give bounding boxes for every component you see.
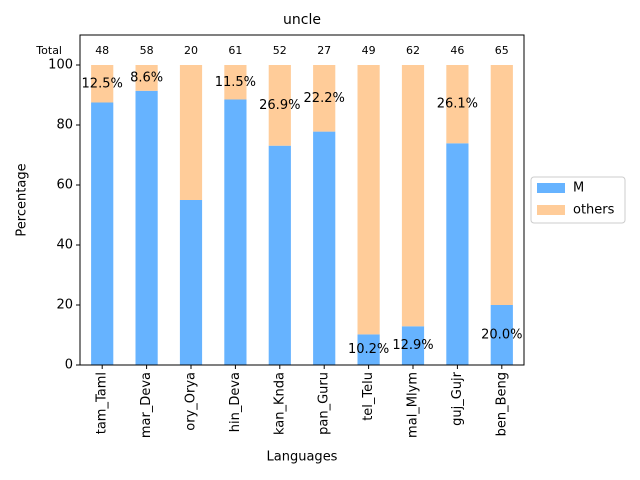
bar-segment [179, 65, 203, 200]
totals-label: Total [35, 44, 62, 57]
y-tick-label: 20 [56, 298, 73, 313]
x-axis-label: Languages [267, 450, 338, 465]
y-tick-label: 60 [56, 178, 73, 193]
x-tick-label: tam_Taml [95, 372, 110, 434]
x-tick-label: mal_Mlym [406, 372, 421, 438]
plot-frame [79, 34, 525, 366]
bar-segment [91, 65, 114, 103]
total-label: 49 [362, 44, 376, 57]
chart-title: uncle [283, 12, 321, 28]
bar-segment [490, 65, 513, 305]
total-label: 20 [184, 44, 198, 57]
x-tick-label: kan_Knda [272, 372, 287, 435]
bar-segment [401, 65, 425, 327]
legend-label: others [573, 203, 615, 218]
legend-label: M [573, 181, 584, 196]
y-axis-label: Percentage [15, 163, 30, 236]
x-tick-label: guj_Gujr [450, 371, 465, 426]
bar-segment [179, 200, 203, 365]
bar-segment [401, 326, 425, 365]
total-label: 48 [95, 44, 109, 57]
total-label: 58 [140, 44, 154, 57]
bar-segment [313, 131, 336, 365]
total-label: 62 [406, 44, 420, 57]
value-label: 11.5% [215, 75, 256, 90]
bar-segment [357, 334, 380, 365]
x-tick-label: tel_Telu [361, 372, 376, 421]
bar-segment [357, 65, 380, 335]
total-label: 65 [495, 44, 509, 57]
total-label: 52 [273, 44, 287, 57]
value-label: 12.5% [82, 76, 123, 91]
bar-segment [224, 99, 247, 365]
bar-segment [490, 305, 513, 365]
value-label: 12.9% [392, 338, 433, 353]
value-label: 20.0% [481, 328, 522, 343]
total-label: 27 [317, 44, 331, 57]
bar-segment [135, 65, 158, 91]
bar-segment [268, 65, 291, 146]
bar-segment [91, 102, 114, 365]
legend-swatch [537, 205, 565, 215]
y-tick-label: 100 [48, 58, 73, 73]
value-label: 26.9% [259, 98, 300, 113]
bar-segment [446, 143, 469, 365]
bar-segment [313, 65, 336, 132]
value-label: 10.2% [348, 342, 389, 357]
y-tick-label: 40 [56, 238, 73, 253]
bar-segment [446, 65, 469, 144]
value-label: 22.2% [304, 91, 345, 106]
x-tick-label: pan_Guru [317, 372, 332, 435]
total-label: 46 [450, 44, 464, 57]
value-label: 8.6% [130, 70, 163, 85]
legend-swatch [537, 183, 565, 193]
total-label: 61 [228, 44, 242, 57]
bar-segment [135, 90, 158, 366]
y-tick-label: 0 [65, 358, 73, 373]
x-tick-label: hin_Deva [228, 372, 243, 432]
x-tick-label: ory_Orya [184, 372, 199, 431]
bar-segment [224, 65, 247, 100]
x-tick-label: ben_Beng [494, 372, 509, 436]
value-label: 26.1% [437, 97, 478, 112]
x-tick-label: mar_Deva [139, 372, 154, 438]
y-tick-label: 80 [56, 118, 73, 133]
bar-segment [268, 145, 291, 365]
